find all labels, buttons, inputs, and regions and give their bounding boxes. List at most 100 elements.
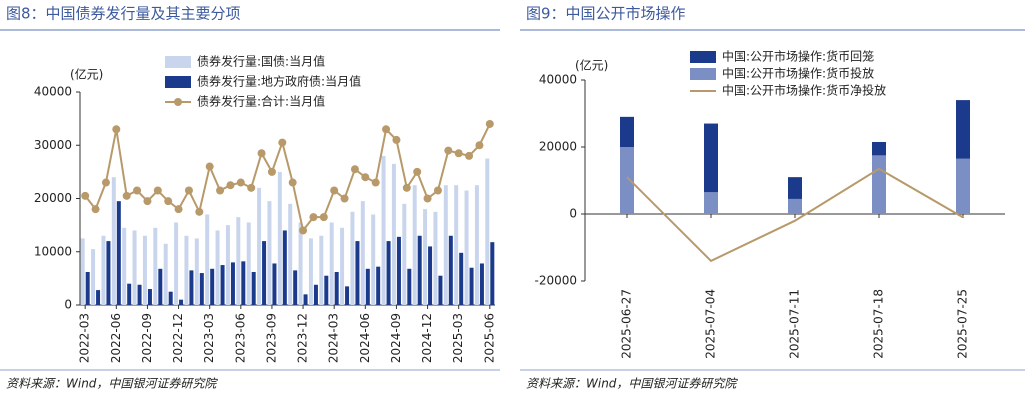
x-tick-label: 2023-03 xyxy=(202,313,216,363)
line-marker xyxy=(247,183,256,192)
bar xyxy=(96,290,101,305)
legend-swatch xyxy=(174,98,182,106)
bar xyxy=(402,203,407,305)
line-marker xyxy=(465,151,474,160)
y-unit: (亿元) xyxy=(575,58,608,73)
x-tick-label: 2025-07-18 xyxy=(872,289,886,359)
line-marker xyxy=(382,125,391,134)
bar xyxy=(386,241,391,305)
bar xyxy=(334,271,339,305)
bar xyxy=(241,261,246,305)
bar xyxy=(80,238,85,305)
x-tick-label: 2025-06 xyxy=(482,313,496,363)
bar xyxy=(313,284,318,305)
x-tick-label: 2022-06 xyxy=(109,313,123,363)
source: 资料来源：Wind，中国银河证券研究院 xyxy=(6,377,218,391)
line-marker xyxy=(340,194,349,203)
bar xyxy=(122,227,127,305)
bar xyxy=(469,267,474,305)
y-tick-label: 30000 xyxy=(34,138,72,152)
bar xyxy=(485,158,490,305)
bar xyxy=(360,201,365,305)
bar xyxy=(788,198,802,214)
bar xyxy=(428,246,433,305)
x-tick-label: 2024-09 xyxy=(389,313,403,363)
x-tick-label: 2025-07-04 xyxy=(704,289,718,359)
line-marker xyxy=(433,186,442,195)
line-marker xyxy=(164,197,173,206)
bar xyxy=(407,268,412,305)
bar xyxy=(423,209,428,305)
legend-swatch xyxy=(165,76,191,88)
y-tick-label: 40000 xyxy=(539,73,577,87)
bar xyxy=(345,286,350,305)
bar xyxy=(272,263,277,305)
line-marker xyxy=(226,181,235,190)
bar xyxy=(788,177,802,199)
bar xyxy=(329,222,334,305)
bar xyxy=(174,222,179,305)
bar xyxy=(246,222,251,305)
y-tick-label: 10000 xyxy=(34,244,72,258)
bar xyxy=(106,241,111,305)
bar xyxy=(282,230,287,305)
line-marker xyxy=(143,197,152,206)
chart-title: 图8：中国债券发行量及其主要分项 xyxy=(6,5,241,23)
bar xyxy=(163,243,168,305)
x-tick-label: 2023-12 xyxy=(296,313,310,363)
bar xyxy=(293,270,298,305)
line-marker xyxy=(361,173,370,182)
bar xyxy=(443,185,448,305)
bar xyxy=(137,284,142,305)
line-marker xyxy=(288,178,297,187)
y-tick-label: 20000 xyxy=(34,191,72,205)
bar xyxy=(459,252,464,305)
y-tick-label: -20000 xyxy=(534,274,577,288)
x-tick-label: 2025-07-25 xyxy=(956,289,970,359)
line-marker xyxy=(153,186,162,195)
bar xyxy=(620,116,634,147)
bar xyxy=(168,291,173,305)
line-marker xyxy=(299,226,308,235)
bar xyxy=(194,238,199,305)
x-tick-label: 2025-07-11 xyxy=(788,289,802,359)
line-marker xyxy=(278,138,287,147)
bar xyxy=(298,222,303,305)
line-marker xyxy=(444,146,453,155)
bar xyxy=(417,235,422,305)
legend-label: 债券发行量:国债:当月值 xyxy=(197,54,325,69)
x-tick-label: 2022-12 xyxy=(171,313,185,363)
bar xyxy=(350,211,355,305)
bar xyxy=(147,289,152,305)
line-marker xyxy=(267,167,276,176)
line-marker xyxy=(330,186,339,195)
y-tick-label: 0 xyxy=(569,207,577,221)
bar xyxy=(189,270,194,305)
bar xyxy=(127,283,132,305)
bar xyxy=(111,177,116,305)
bar xyxy=(257,187,262,305)
bar xyxy=(872,141,886,156)
bar xyxy=(479,263,484,305)
bar xyxy=(474,185,479,305)
y-tick-label: 0 xyxy=(64,298,72,312)
line-marker xyxy=(350,165,359,174)
line-marker xyxy=(413,167,422,176)
bar xyxy=(620,147,634,214)
bar xyxy=(438,275,443,305)
line-marker xyxy=(392,135,401,144)
bar xyxy=(225,225,230,305)
line-marker xyxy=(91,205,100,214)
bar xyxy=(324,275,329,305)
bar xyxy=(308,238,313,305)
line-marker xyxy=(174,205,183,214)
line-marker xyxy=(205,162,214,171)
legend-label: 中国:公开市场操作:货币投放 xyxy=(722,66,874,81)
legend-label: 债券发行量:合计:当月值 xyxy=(197,94,325,109)
bar xyxy=(85,271,90,305)
bar xyxy=(391,163,396,305)
bar xyxy=(215,230,220,305)
bar xyxy=(158,268,163,305)
chart-title: 图9：中国公开市场操作 xyxy=(526,5,686,23)
bar xyxy=(184,235,189,305)
